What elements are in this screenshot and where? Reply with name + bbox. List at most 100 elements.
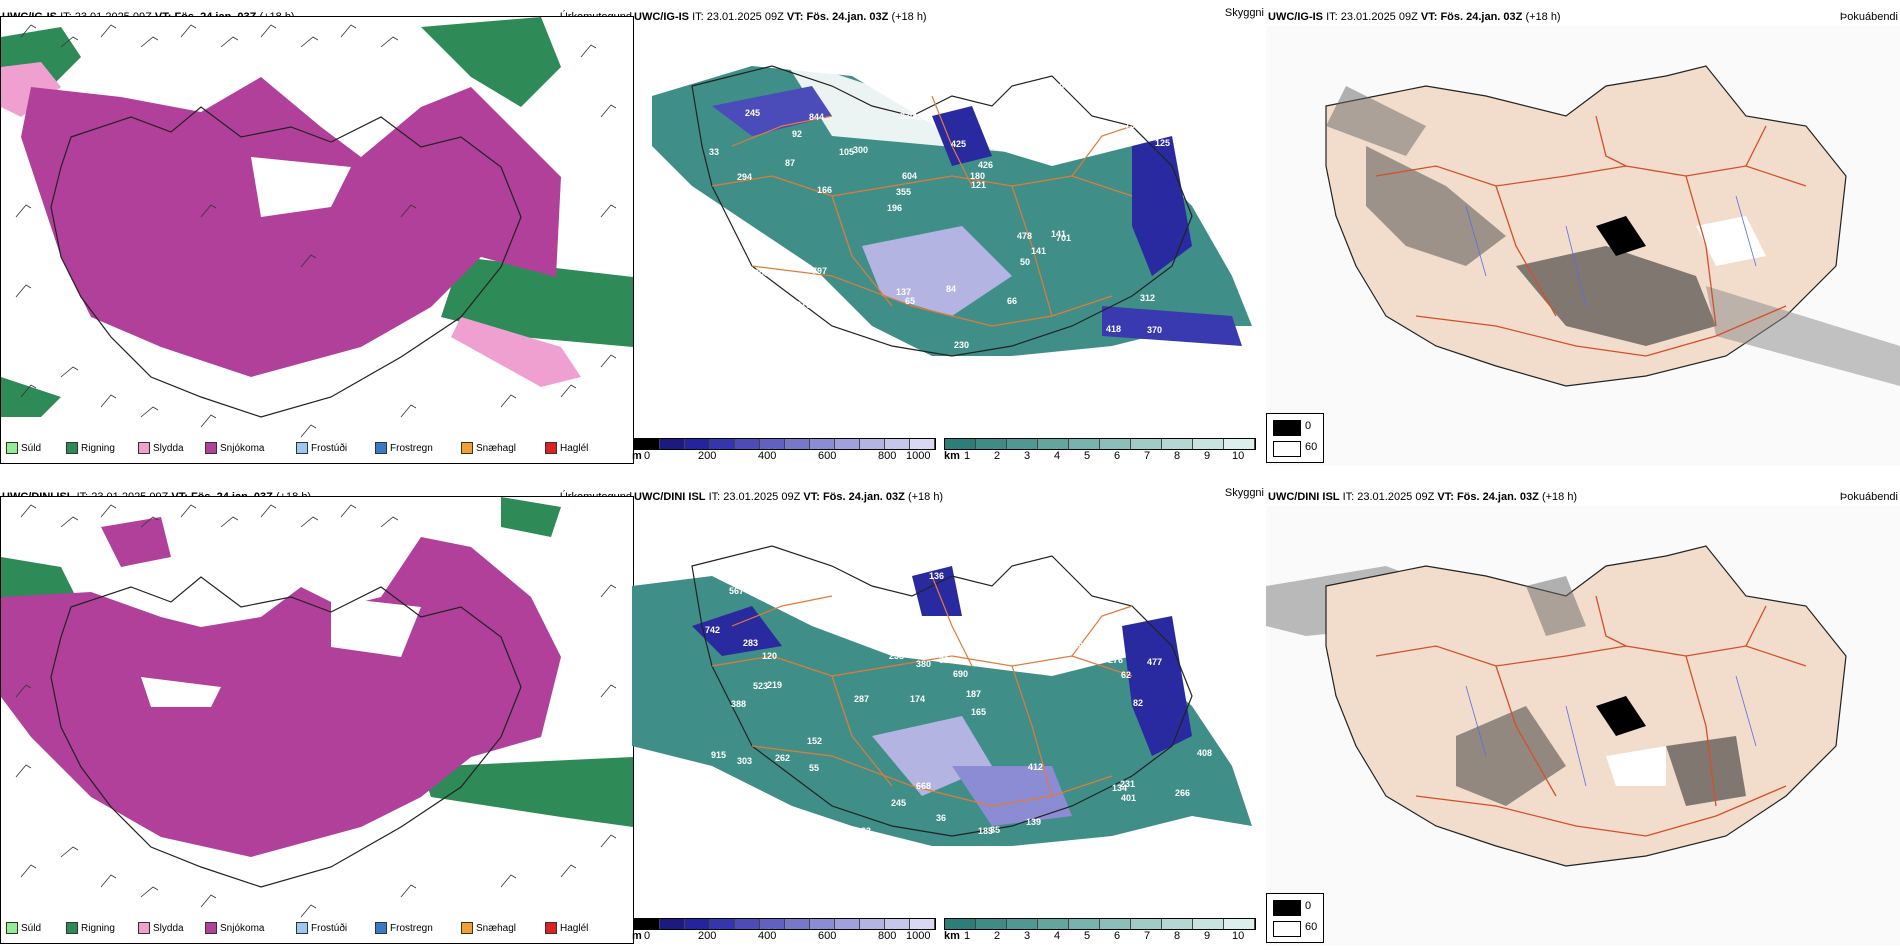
row1-precip-map[interactable] [0,16,634,464]
visibility-value-label: 185 [978,826,993,836]
colorbar-segment [635,919,660,929]
row2-fog-header: UWC/DINI ISL IT: 23.01.2025 09Z VT: Fös.… [1266,488,1900,506]
visibility-value-label: 62 [792,284,802,294]
colorbar-segment [760,439,785,449]
visibility-value-label: 75 [1125,120,1135,130]
colorbar-segment [976,919,1007,929]
visibility-value-label: 478 [1017,231,1032,241]
visibility-value-label: 477 [1147,657,1162,667]
visibility-value-label: 85 [990,825,1000,835]
row1-fog-map[interactable] [1266,26,1900,466]
row1-visibility-map[interactable]: 370 294 787 196 292 184 330 425 203 300 235 316 429 4… [632,26,1266,436]
cbar-m-unit: m [632,450,642,462]
visibility-value-label: 187 [966,689,981,699]
legend-item-freezing-drizzle: Frostúði [296,442,347,456]
visibility-value-label: 51 [1099,86,1109,96]
visibility-value-label: 166 [817,185,832,195]
colorbar-segment [910,439,935,449]
visibility-value-label: 93 [905,585,915,595]
visibility-value-label: 262 [775,753,790,763]
visibility-value-label: 82 [1133,698,1143,708]
visibility-value-label: 141 [1031,246,1046,256]
colorbar-segment [1162,919,1193,929]
visibility-value-label: 287 [854,694,869,704]
legend-item-snow-pellets: Snæhagl [461,442,516,456]
visibility-value-label: 62 [1121,670,1131,680]
visibility-value-label: 134 [1112,783,1127,793]
visibility-value-label: 797 [812,266,827,276]
visibility-value-label: 266 [1175,788,1190,798]
visibility-value-label: 121 [971,180,986,190]
visibility-value-label: 230 [1106,644,1121,654]
visibility-value-label: 36 [936,813,946,823]
visibility-value-label: 235 [717,312,732,322]
row2-fog-map[interactable] [1266,506,1900,946]
visibility-value-label: 276 [1108,655,1123,665]
visibility-value-label: 44 [810,321,820,331]
visibility-value-label: 93 [861,826,871,836]
visibility-value-label: 60 [907,609,917,619]
colorbar-segment [1007,439,1038,449]
cbar-km-unit: km [944,450,960,462]
colorbar-segment [1007,919,1038,929]
row1-fog-title: Þokuábendi [1839,11,1898,23]
visibility-value-label: 133 [1187,659,1202,669]
visibility-value-label: 380 [916,659,931,669]
visibility-value-label: 326 [939,655,954,665]
visibility-value-label: 316 [796,300,811,310]
visibility-value-label: 355 [896,187,911,197]
visibility-value-label: 668 [916,781,931,791]
colorbar-segment [885,919,910,929]
legend-item-hail: Haglél [545,442,588,456]
visibility-value-label: 105 [750,799,765,809]
colorbar-segment [1193,919,1224,929]
visibility-value-label: 442 [987,604,1002,614]
colorbar-segment [1224,919,1255,929]
colorbar-segment [785,919,810,929]
visibility-value-label: 92 [792,129,802,139]
row2-cbar-km: km 1 2 3 4 5 6 7 8 9 10 [944,918,1266,944]
row2-precip-map[interactable] [0,496,634,944]
colorbar-segment [835,439,860,449]
visibility-value-label: 152 [807,736,822,746]
colorbar-segment [860,919,885,929]
visibility-value-label: 426 [745,812,760,822]
visibility-value-label: 144 [1140,555,1155,565]
visibility-value-label: 65 [905,296,915,306]
visibility-value-label: 370 [1147,325,1162,335]
legend-item-sleet: Slydda [138,442,184,456]
colorbar-segment [1131,439,1162,449]
visibility-value-label: 303 [737,756,752,766]
row1-visibility-title: Skyggni [1224,7,1264,19]
colorbar-segment [1224,439,1255,449]
row2-precip-legend: Súld Rigning Slydda Snjókoma Frostúði Fr… [0,918,632,940]
visibility-value-label: 245 [891,798,906,808]
visibility-value-label: 383 [788,579,803,589]
visibility-value-label: 196 [887,203,902,213]
colorbar-segment [685,439,710,449]
visibility-value-label: 116 [1133,563,1148,573]
visibility-value-label: 141 [1051,229,1066,239]
visibility-value-label: 203 [754,268,769,278]
colorbar-segment [860,439,885,449]
row1-visibility-labels: 370 294 787 196 292 184 330 425 203 300 235 316 429 4… [709,59,1216,354]
visibility-value-label: 401 [1121,793,1136,803]
visibility-value-label: 312 [1140,293,1155,303]
row1-cbar-m: m 0 200 400 600 800 1000 [632,438,944,464]
visibility-value-label: 33 [709,147,719,157]
visibility-value-label: 134 [740,274,755,284]
colorbar-segment [785,439,810,449]
visibility-value-label: 294 [737,172,752,182]
visibility-value-label: 330 [900,111,915,121]
colorbar-segment [710,919,735,929]
visibility-value-label: 48 [973,647,983,657]
row2-fog-title: Þokuábendi [1839,491,1898,503]
visibility-value-label: 13 [924,59,934,69]
visibility-value-label: 307 [993,595,1008,605]
visibility-value-label: 567 [729,586,744,596]
legend-item-snow: Snjókoma [205,922,264,936]
visibility-value-label: 742 [705,625,720,635]
row2-visibility-header: UWC/DINI ISL IT: 23.01.2025 09Z VT: Fös.… [632,487,1266,506]
row2-visibility-map[interactable]: 152 134 133 174 165 219 567 319 388 442 690 426 266 2… [632,506,1266,916]
visibility-value-label: 184 [762,329,777,339]
